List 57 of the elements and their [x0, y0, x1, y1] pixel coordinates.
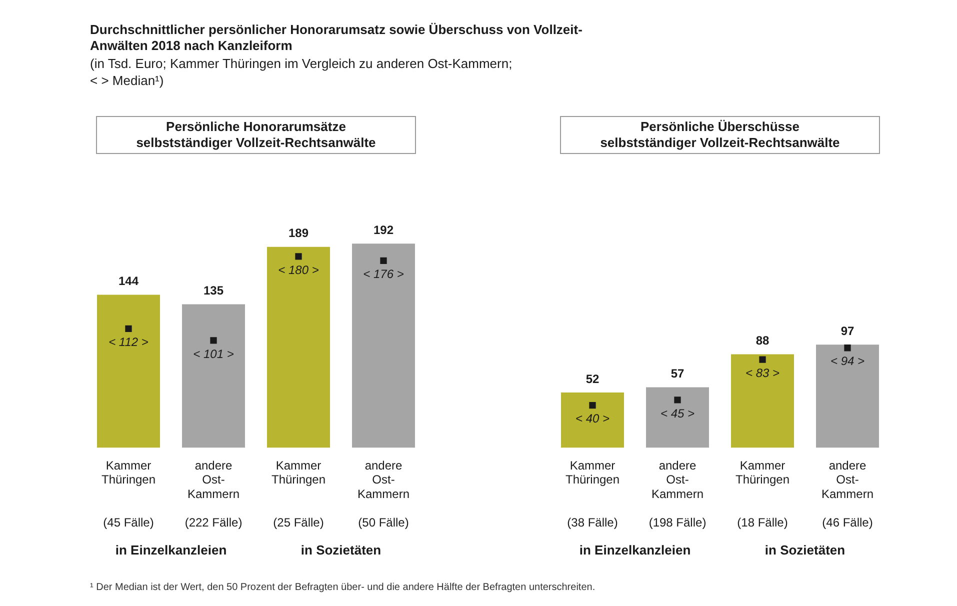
x-tick-label: andere Ost-Kammern	[357, 458, 410, 502]
data-label: 52	[586, 372, 600, 386]
bar	[352, 244, 415, 448]
chart-subtitle: (in Tsd. Euro; Kammer Thüringen im Vergleich zu anderen Ost-Kammern; < > Median¹)	[90, 55, 514, 89]
data-label: < 45 >	[660, 406, 695, 420]
data-label: 144	[118, 274, 139, 288]
x-tick-label: Kammer Thüringen	[101, 458, 156, 487]
bar	[267, 246, 330, 448]
text: (25 Fälle)	[273, 515, 324, 530]
bar	[646, 387, 709, 448]
data-label: 88	[756, 334, 770, 348]
bar	[561, 392, 624, 448]
bar	[97, 294, 160, 448]
text: in Sozietäten	[300, 542, 382, 558]
bar	[816, 344, 879, 448]
point	[674, 396, 681, 404]
text: (18 Fälle)	[737, 515, 788, 530]
x-tick-label: Kammer Thüringen	[565, 458, 620, 487]
point	[589, 402, 596, 409]
bar	[182, 304, 245, 448]
data-label: 192	[373, 222, 394, 237]
data-label: < 101 >	[193, 346, 234, 361]
text: (198 Fälle)	[648, 515, 706, 530]
point	[295, 253, 302, 260]
text: in Einzelkanzleien	[115, 542, 227, 558]
text: in Sozietäten	[764, 542, 846, 558]
x-tick-label: andere Ost-Kammern	[651, 458, 704, 502]
text: (46 Fälle)	[822, 515, 873, 530]
point	[210, 337, 217, 344]
data-label: < 176 >	[363, 267, 404, 282]
text: Persönliche Honorarumsätze selbstständiger Vollzeit-Rechtsanwälte	[96, 116, 416, 154]
text: in Einzelkanzleien	[579, 542, 691, 558]
data-label: < 94 >	[830, 354, 865, 368]
x-tick-label: andere Ost-Kammern	[821, 458, 874, 502]
text: (222 Fälle)	[184, 515, 242, 530]
point	[125, 325, 132, 332]
text: (38 Fälle)	[567, 515, 618, 530]
text: (50 Fälle)	[358, 515, 409, 530]
point	[380, 257, 387, 264]
x-tick-label: Kammer Thüringen	[735, 458, 790, 487]
data-label: 97	[840, 324, 854, 338]
data-label: < 40 >	[575, 412, 610, 426]
data-label: 189	[288, 226, 309, 240]
bar	[731, 354, 794, 448]
point	[844, 344, 851, 352]
text: ¹ Der Median ist der Wert, den 50 Prozent der Befragten über- und die andere Hälfte der Befragten unterschreiten.	[90, 582, 596, 593]
x-tick-label: andere Ost-Kammern	[187, 458, 240, 502]
text: Persönliche Überschüsse selbstständiger Vollzeit-Rechtsanwälte	[560, 116, 880, 154]
text: (45 Fälle)	[103, 515, 154, 530]
data-label: 57	[670, 366, 684, 381]
point	[759, 356, 766, 363]
chart-title: Durchschnittlicher persönlicher Honorarumsatz sowie Überschuss von Vollzeit-Anwälten 2018 nach Kanzleiform	[90, 22, 584, 54]
data-label: < 83 >	[745, 366, 780, 380]
x-tick-label: Kammer Thüringen	[271, 458, 326, 487]
data-label: < 112 >	[108, 335, 148, 350]
data-label: < 180 >	[278, 262, 319, 277]
data-label: 135	[203, 284, 224, 298]
